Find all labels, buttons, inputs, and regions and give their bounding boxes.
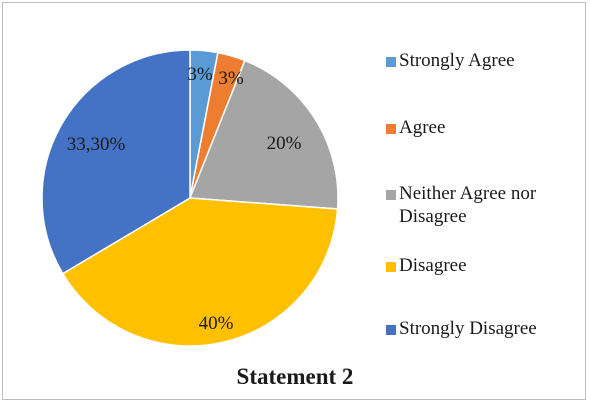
data-label-strongly-disagree: 33,30%: [67, 134, 126, 155]
legend-swatch: [386, 262, 396, 272]
pie-slice-neither-agree-nor-disagree: [188, 59, 339, 210]
legend-swatch: [386, 325, 396, 335]
chart-title: Statement 2: [236, 364, 354, 389]
data-label-neither-agree-nor-disagree: 20%: [267, 133, 302, 154]
legend-item-agree: Agree: [386, 117, 445, 140]
legend-swatch: [386, 57, 396, 67]
legend-label: Disagree: [399, 255, 467, 276]
data-label-agree: 3%: [218, 68, 244, 89]
pie-data-labels: 3% 3% 20% 40% 33,30%: [67, 64, 302, 334]
legend-swatch: [386, 124, 396, 134]
legend-swatch: [386, 190, 396, 200]
legend-item-strongly-disagree: Strongly Disagree: [386, 318, 537, 341]
legend-item-strongly-agree: Strongly Agree: [386, 50, 515, 73]
legend-item-neither: Neither Agree nor Disagree: [386, 183, 561, 229]
legend-label: Agree: [399, 117, 446, 138]
pie-slices: [41, 49, 339, 347]
pie-slice-disagree: [61, 197, 339, 347]
legend-item-disagree: Disagree: [386, 255, 467, 278]
legend-label: Strongly Agree: [399, 50, 515, 71]
data-label-disagree: 40%: [199, 313, 234, 334]
legend-label: Strongly Disagree: [399, 318, 537, 339]
data-label-strongly-agree: 3%: [187, 64, 213, 85]
pie-slice-strongly-disagree: [41, 49, 191, 275]
legend-label: Neither Agree nor Disagree: [399, 183, 537, 227]
